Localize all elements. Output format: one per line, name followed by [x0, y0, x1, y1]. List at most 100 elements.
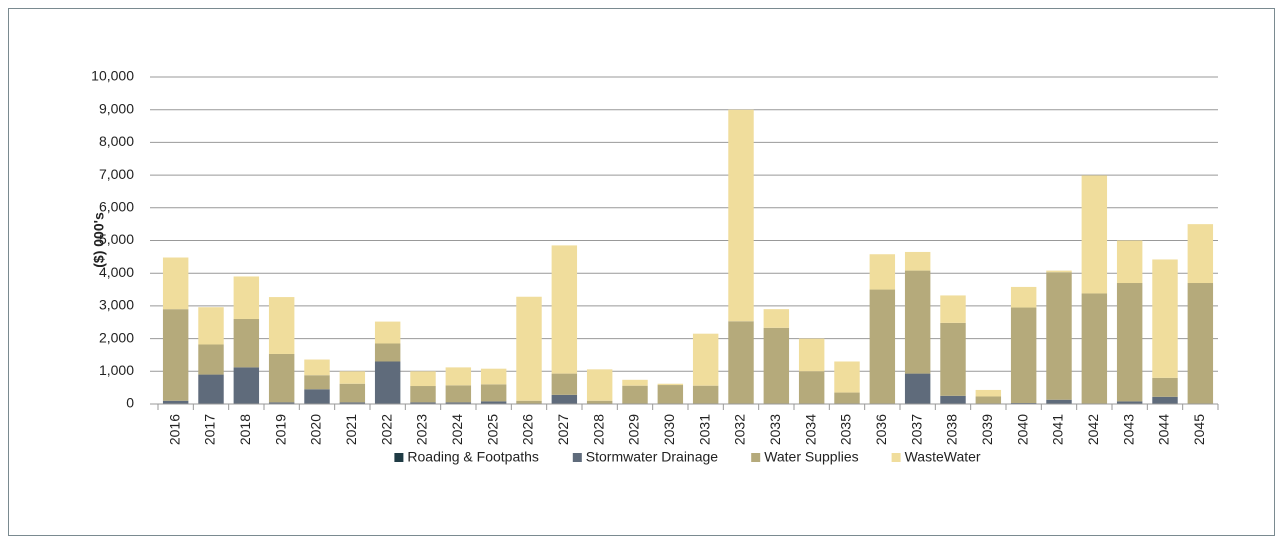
- bar-segment: [445, 367, 472, 386]
- bar-segment: [1152, 259, 1178, 378]
- x-tick-label: 2027: [555, 414, 571, 445]
- x-tick-label: 2037: [908, 414, 924, 445]
- bar-segment: [763, 309, 790, 328]
- x-tick-label: 2034: [802, 414, 818, 445]
- bar-segment: [304, 375, 330, 390]
- legend-swatch: [891, 453, 901, 462]
- bar-segment: [1081, 175, 1108, 294]
- x-tick-label: 2018: [237, 414, 253, 445]
- bar-segment: [692, 385, 719, 404]
- bar-segment: [1046, 399, 1072, 404]
- legend-label: Stormwater Drainage: [586, 449, 718, 465]
- y-axis-label: ($) 000's: [91, 212, 107, 268]
- bar-segment: [339, 402, 366, 404]
- y-tick-label: 5,000: [99, 231, 134, 247]
- bar-segment: [1187, 224, 1214, 284]
- x-tick-label: 2032: [732, 414, 748, 445]
- bar-segment: [374, 361, 401, 404]
- x-tick-label: 2021: [343, 414, 359, 445]
- y-tick-label: 7,000: [99, 166, 134, 182]
- bar-segment: [445, 402, 472, 404]
- y-tick-label: 4,000: [99, 264, 134, 280]
- bar-segment: [586, 400, 613, 404]
- y-tick-label: 10,000: [91, 68, 134, 84]
- bar-segment: [551, 394, 578, 404]
- bar-segment: [728, 321, 754, 404]
- bar-segment: [622, 379, 648, 386]
- bar-segment: [940, 395, 966, 404]
- bar-segment: [551, 373, 578, 395]
- bar-segment: [940, 295, 966, 323]
- bar-segment: [657, 383, 684, 386]
- x-tick-label: 2024: [449, 414, 465, 445]
- x-tick-label: 2016: [166, 414, 182, 445]
- bar-segment: [975, 396, 1002, 404]
- bar-segment: [339, 371, 366, 384]
- bar-segment: [586, 369, 613, 401]
- x-tick-label: 2033: [767, 414, 783, 445]
- bar-segment: [198, 374, 224, 404]
- bar-segment: [410, 371, 436, 387]
- bar-segment: [304, 389, 330, 404]
- bar-segment: [1152, 377, 1178, 397]
- bar-segment: [904, 373, 931, 404]
- bar-segment: [268, 353, 295, 403]
- bar-segment: [869, 254, 896, 290]
- bar-segment: [940, 322, 966, 396]
- y-tick-label: 2,000: [99, 329, 134, 345]
- x-tick-label: 2023: [414, 414, 430, 445]
- bar-segment: [516, 400, 542, 404]
- bar-segment: [198, 344, 224, 375]
- y-tick-label: 8,000: [99, 133, 134, 149]
- bar-segment: [692, 333, 719, 386]
- x-tick-label: 2036: [873, 414, 889, 445]
- x-tick-label: 2022: [378, 414, 394, 445]
- bar-segment: [975, 389, 1002, 397]
- bar-segment: [268, 402, 295, 404]
- x-tick-label: 2040: [1014, 414, 1030, 445]
- x-tick-label: 2030: [661, 414, 677, 445]
- bar-segment: [1081, 293, 1108, 404]
- bar-segment: [304, 359, 330, 376]
- x-tick-label: 2039: [979, 414, 995, 445]
- legend-label: WasteWater: [905, 449, 981, 465]
- bar-segment: [410, 402, 436, 404]
- bar-segment: [834, 392, 860, 404]
- bar-segment: [869, 289, 896, 404]
- bar-segment: [904, 270, 931, 374]
- bar-segment: [1116, 401, 1143, 404]
- bar-segment: [798, 338, 825, 372]
- x-tick-label: 2017: [202, 414, 218, 445]
- legend-swatch: [394, 453, 404, 462]
- x-tick-label: 2035: [838, 414, 854, 445]
- bar-segment: [162, 309, 189, 401]
- bar-segment: [233, 276, 260, 319]
- bar-segment: [763, 327, 790, 404]
- bar-segment: [198, 307, 224, 345]
- bar-segment: [904, 251, 931, 271]
- x-tick-label: 2045: [1191, 414, 1207, 445]
- legend-label: Water Supplies: [764, 449, 858, 465]
- bar-segment: [374, 321, 401, 344]
- y-tick-label: 9,000: [99, 100, 134, 116]
- y-tick-label: 6,000: [99, 199, 134, 215]
- y-tick-label: 3,000: [99, 297, 134, 313]
- x-tick-label: 2042: [1085, 414, 1101, 445]
- bar-segment: [1187, 283, 1214, 404]
- bar-segment: [1046, 272, 1072, 400]
- legend-label: Roading & Footpaths: [407, 449, 539, 465]
- bar-segment: [410, 386, 436, 403]
- legend-swatch: [572, 453, 582, 462]
- x-tick-label: 2026: [520, 414, 536, 445]
- x-tick-label: 2020: [308, 414, 324, 445]
- x-tick-label: 2031: [696, 414, 712, 445]
- bar-segment: [339, 383, 366, 403]
- bar-segment: [1152, 396, 1178, 404]
- x-tick-label: 2028: [590, 414, 606, 445]
- bar-segment: [1010, 286, 1037, 308]
- bar-segment: [622, 385, 648, 404]
- bar-segment: [1010, 307, 1037, 404]
- x-tick-label: 2043: [1120, 414, 1136, 445]
- bar-segment: [233, 318, 260, 368]
